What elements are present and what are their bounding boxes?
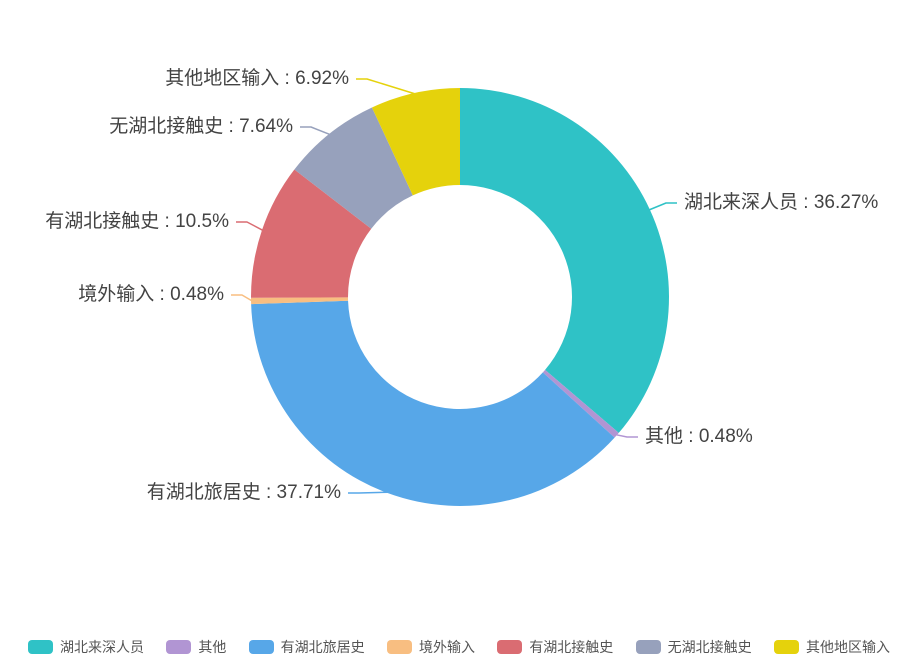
slice-callout-label-5: 无湖北接触史 : 7.64% — [109, 116, 293, 137]
legend-label: 有湖北接触史 — [529, 639, 614, 655]
legend-swatch-icon — [166, 640, 192, 654]
slice-callout-label-1: 其他 : 0.48% — [645, 426, 753, 447]
pie-slice-3[interactable] — [251, 297, 349, 305]
pie-slice-5[interactable] — [294, 107, 413, 229]
legend-label: 无湖北接触史 — [667, 639, 752, 655]
legend-item-2[interactable]: 有湖北旅居史 — [248, 637, 365, 657]
legend-swatch-icon — [28, 640, 53, 654]
label-leader-line-2 — [348, 491, 389, 494]
legend-swatch-icon — [386, 640, 412, 654]
legend-item-0[interactable]: 湖北来深人员 — [28, 637, 144, 657]
label-leader-line-6 — [356, 78, 416, 95]
slice-callout-label-4: 有湖北接触史 : 10.5% — [45, 211, 229, 232]
legend-item-5[interactable]: 无湖北接触史 — [635, 637, 752, 657]
legend: 湖北来深人员 其他 有湖北旅居史 境外输入 有湖北接触史 无湖北接触史 其他地区输入 — [28, 636, 890, 658]
legend-label: 境外输入 — [418, 639, 475, 655]
legend-label: 湖北来深人员 — [60, 639, 144, 655]
legend-item-3[interactable]: 境外输入 — [386, 637, 475, 657]
pie-slice-1[interactable] — [542, 369, 619, 438]
legend-swatch-icon — [773, 640, 799, 654]
legend-item-4[interactable]: 有湖北接触史 — [497, 637, 613, 657]
label-leader-line-5 — [300, 126, 331, 136]
legend-swatch-icon — [635, 640, 661, 654]
legend-label: 其他地区输入 — [805, 639, 890, 655]
label-leader-line-3 — [231, 294, 253, 302]
legend-swatch-icon — [497, 640, 523, 654]
slice-callout-label-0: 湖北来深人员 : 36.27% — [684, 192, 879, 213]
pie-slice-6[interactable] — [371, 88, 460, 196]
pie-slice-0[interactable] — [460, 88, 669, 433]
legend-label: 其他 — [198, 639, 227, 655]
label-leader-line-4 — [236, 221, 264, 232]
pie-slice-4[interactable] — [250, 169, 372, 298]
legend-item-6[interactable]: 其他地区输入 — [773, 637, 890, 657]
slice-callout-label-3: 境外输入 : 0.48% — [78, 284, 224, 305]
legend-label: 有湖北旅居史 — [280, 639, 365, 655]
slice-callout-label-6: 其他地区输入 : 6.92% — [165, 68, 349, 89]
pie-slice-2[interactable] — [251, 300, 615, 506]
legend-item-1[interactable]: 其他 — [166, 637, 226, 657]
slice-callout-label-2: 有湖北旅居史 : 37.71% — [146, 482, 341, 503]
label-leader-line-1 — [615, 433, 638, 438]
label-leader-line-0 — [648, 202, 677, 211]
legend-swatch-icon — [248, 640, 274, 654]
